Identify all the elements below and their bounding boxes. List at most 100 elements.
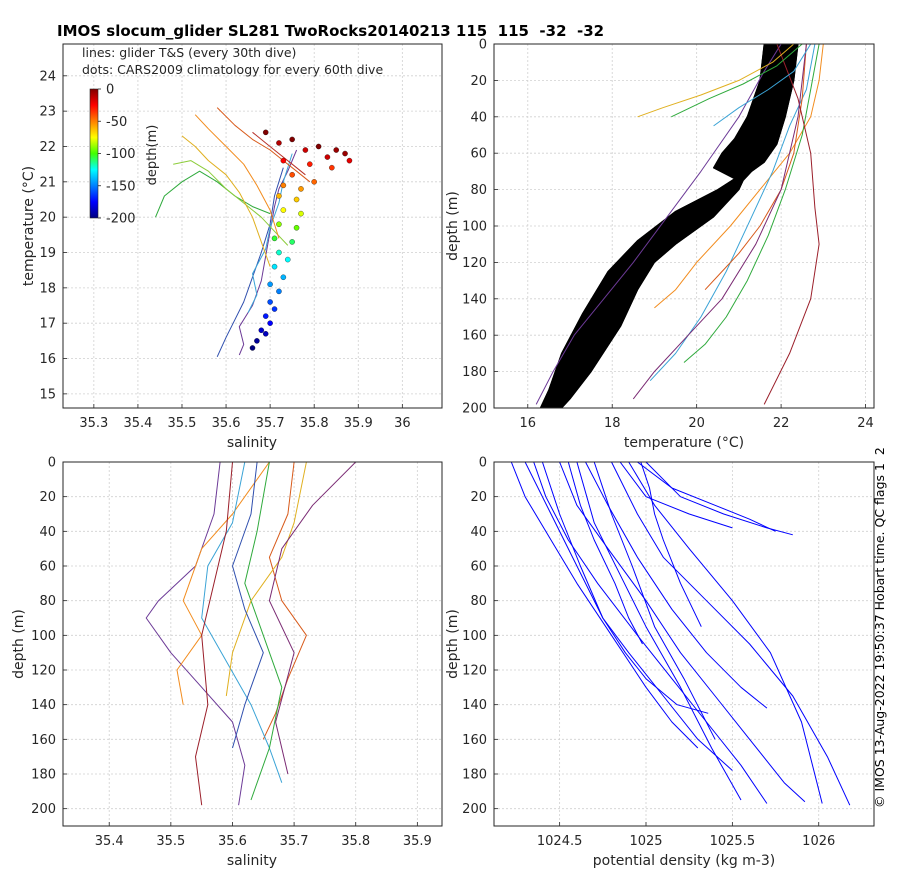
temp-xtick-label: 22 <box>773 416 790 431</box>
ts-climatology-dot <box>285 256 291 263</box>
ts-climatology-dot <box>315 143 322 150</box>
ts-climatology-dot <box>346 157 353 164</box>
dens-line-dens-01 <box>510 462 699 749</box>
temp-line-profile-red <box>704 44 807 291</box>
ts-climatology-dot <box>262 313 269 319</box>
colorbar-tick-label: 0 <box>106 83 114 98</box>
temp-line-profile-darkred <box>763 44 820 405</box>
dens-line-dens-15 <box>640 462 702 627</box>
dens-xtick-label: 1025.5 <box>710 834 756 849</box>
sal-line-profile-orange <box>176 462 270 705</box>
temp-xtick-label: 24 <box>857 416 874 431</box>
dens-profile-lines <box>510 462 851 806</box>
colorbar-tick-label: -200 <box>106 212 136 227</box>
sal-axes-box <box>62 461 443 827</box>
ts-xtick-label: 35.5 <box>168 416 197 431</box>
temp-line-profile-orange <box>654 44 824 309</box>
sal-ytick-label: 180 <box>31 768 56 783</box>
ts-xtick-label: 36 <box>394 416 411 431</box>
dens-line-dens-06 <box>628 462 823 804</box>
dens-line-dens-08 <box>637 462 776 532</box>
colorbar-ticks: 0 -50 -100 -150 -200 <box>98 83 136 227</box>
temp-ytick-label: 80 <box>470 183 487 198</box>
ts-xtick-label: 35.3 <box>79 416 108 431</box>
ts-climatology-dot <box>298 186 304 192</box>
side-note: © IMOS 13-Aug-2022 19:50:37 Hobart time.… <box>872 447 887 808</box>
ts-climatology-dot <box>302 147 309 153</box>
temp-ytick-label: 160 <box>462 329 487 344</box>
temp-panel: 16 18 20 22 24 0 20 40 60 80 100 120 140 160 180 200 te… <box>445 38 875 451</box>
dens-line-dens-12 <box>576 462 742 801</box>
temp-line-glider-envelope-cold <box>539 44 765 408</box>
ts-xtick-label: 35.7 <box>256 416 285 431</box>
temp-line-profile-plum <box>632 44 807 400</box>
sal-ytick-label: 0 <box>48 456 56 471</box>
ts-ytick-label: 19 <box>39 246 56 261</box>
ts-line-profile-1 <box>238 149 298 356</box>
ts-ylabel: temperature (°C) <box>21 166 37 286</box>
ts-ytick-label: 22 <box>39 140 56 155</box>
temp-xtick-label: 20 <box>688 416 705 431</box>
dens-ytick-label: 180 <box>462 768 487 783</box>
sal-line-profile-cyan <box>201 462 283 783</box>
ts-ytick-label: 15 <box>39 387 56 402</box>
dens-ytick-label: 80 <box>470 594 487 609</box>
dens-line-dens-03 <box>559 462 806 803</box>
figure-title: IMOS slocum_glider SL281 TwoRocks2014021… <box>57 22 605 40</box>
ts-climatology-dot <box>258 327 265 334</box>
ts-climatology-dot <box>267 320 273 326</box>
dens-ylabel: depth (m) <box>445 609 461 679</box>
dens-ytick-label: 120 <box>462 664 487 679</box>
ts-climatology-dot <box>333 147 339 153</box>
ts-climatology-dot <box>342 150 348 157</box>
ts-climatology-dot <box>329 164 335 171</box>
temp-ytick-label: 0 <box>479 38 487 53</box>
ts-ticks: 35.3 35.4 35.5 35.6 35.7 35.8 35.9 36 15 16 17 18 19… <box>39 69 410 431</box>
dens-ytick-label: 140 <box>462 698 487 713</box>
ts-climatology-dot <box>271 263 278 270</box>
ts-ytick-label: 16 <box>39 352 56 367</box>
sal-line-profile-purple <box>145 462 246 806</box>
dens-ytick-label: 160 <box>462 733 487 748</box>
temp-ticks: 16 18 20 22 24 0 20 40 60 80 100 120 140 160 180 200 <box>462 38 874 432</box>
dens-ytick-label: 100 <box>462 629 487 644</box>
ts-climatology-dot <box>280 182 287 189</box>
ts-xtick-label: 35.9 <box>344 416 373 431</box>
ts-line-profile-8 <box>216 107 311 183</box>
temp-ytick-label: 40 <box>470 110 487 125</box>
dens-line-dens-11 <box>541 462 709 714</box>
ts-line-profile-5 <box>173 160 289 246</box>
colorbar-gradient <box>89 88 99 219</box>
ts-climatology-dot <box>276 249 282 256</box>
sal-xtick-label: 35.9 <box>403 834 432 849</box>
dens-ytick-label: 200 <box>462 802 487 817</box>
ts-climatology-dot <box>276 288 282 295</box>
ts-climatology-dot <box>276 193 282 199</box>
dens-xlabel: potential density (kg m-3) <box>593 853 775 869</box>
temp-ytick-label: 140 <box>462 292 487 307</box>
ts-ytick-label: 24 <box>39 69 56 84</box>
temp-line-profile-shallow-2 <box>671 44 803 118</box>
temp-profile-lines <box>535 44 824 408</box>
ts-colorbar: 0 -50 -100 -150 -200 depth(m) <box>89 83 160 227</box>
sal-line-profile-green <box>244 462 283 801</box>
sal-ytick-label: 120 <box>31 664 56 679</box>
ts-axes-box <box>62 43 443 409</box>
temp-xtick-label: 16 <box>520 416 537 431</box>
ts-climatology-dot <box>271 235 278 242</box>
ts-line-profile-7 <box>194 114 280 239</box>
dens-line-dens-05 <box>611 462 851 806</box>
sal-profile-lines <box>145 462 357 806</box>
ts-xtick-label: 35.4 <box>123 416 152 431</box>
ts-xlabel: salinity <box>227 435 277 451</box>
sal-xtick-label: 35.8 <box>341 834 370 849</box>
ts-climatology-dot <box>249 345 256 351</box>
sal-ytick-label: 140 <box>31 698 56 713</box>
colorbar-tick-label: -50 <box>106 115 127 130</box>
ts-line-profile-6 <box>181 135 271 267</box>
dens-line-dens-07 <box>645 462 793 536</box>
temp-ylabel: depth (m) <box>445 191 461 261</box>
ts-xtick-label: 35.6 <box>212 416 241 431</box>
ts-climatology-dot <box>254 338 260 344</box>
temp-line-profile-purple <box>535 44 782 405</box>
